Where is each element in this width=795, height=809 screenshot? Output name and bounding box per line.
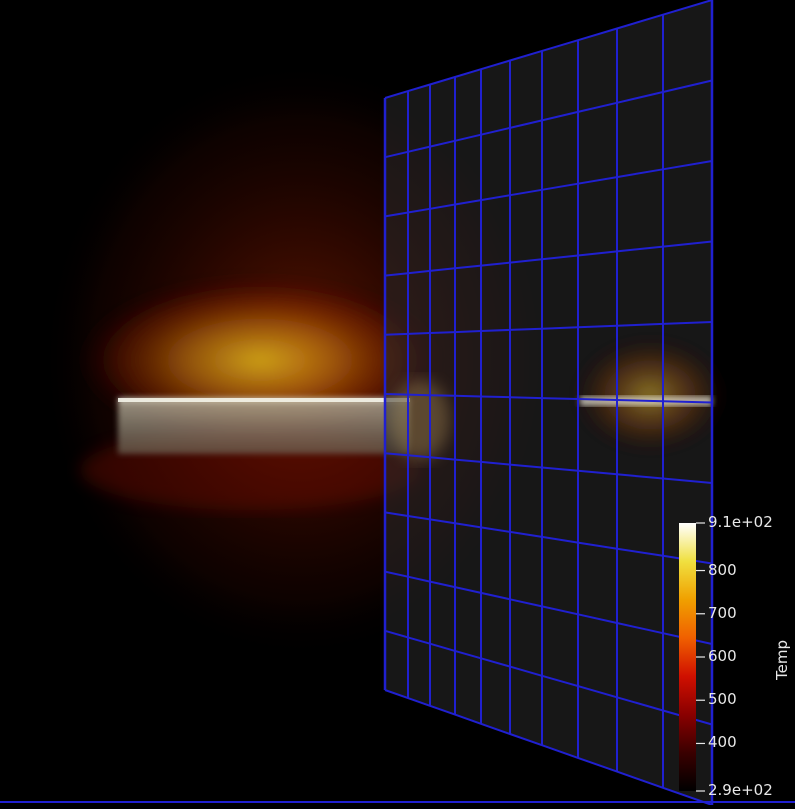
temperature-halo-right: [570, 335, 730, 455]
colorbar-title: Temp: [773, 640, 791, 680]
grid-line-horizontal: [384, 160, 713, 218]
grid-line-horizontal: [384, 452, 713, 484]
colorbar-tick-label: 700: [708, 603, 737, 622]
grid-line-horizontal: [384, 689, 713, 806]
grid-line-horizontal: [384, 393, 713, 404]
colorbar-tick-label: 400: [708, 733, 737, 752]
hot-bar-volume: [118, 398, 410, 454]
hot-bar-plane-intersection: [390, 380, 450, 460]
colorbar-ticks: [696, 522, 705, 792]
slice-plane: [385, 0, 712, 805]
colorbar-tick-label: 2.9e+02: [708, 781, 773, 799]
grid-line-horizontal: [384, 570, 713, 645]
slice-grid-wireframe: [383, 0, 714, 806]
grid-line-horizontal: [384, 79, 713, 159]
grid-line-horizontal: [384, 240, 713, 277]
colorbar-tick-label: 9.1e+02: [708, 513, 773, 531]
grid-line-horizontal: [384, 511, 713, 565]
grid-line-horizontal: [384, 321, 713, 336]
colorbar-tick-label: 500: [708, 690, 737, 709]
hot-bar-top-edge: [118, 398, 410, 402]
colorbar-tick-label: 800: [708, 560, 737, 579]
viewport-bottom-border: [0, 801, 795, 803]
grid-line-horizontal: [384, 0, 713, 99]
colorbar-gradient: [679, 523, 696, 791]
grid-line-horizontal: [384, 629, 713, 726]
colorbar-tick-label: 600: [708, 647, 737, 665]
